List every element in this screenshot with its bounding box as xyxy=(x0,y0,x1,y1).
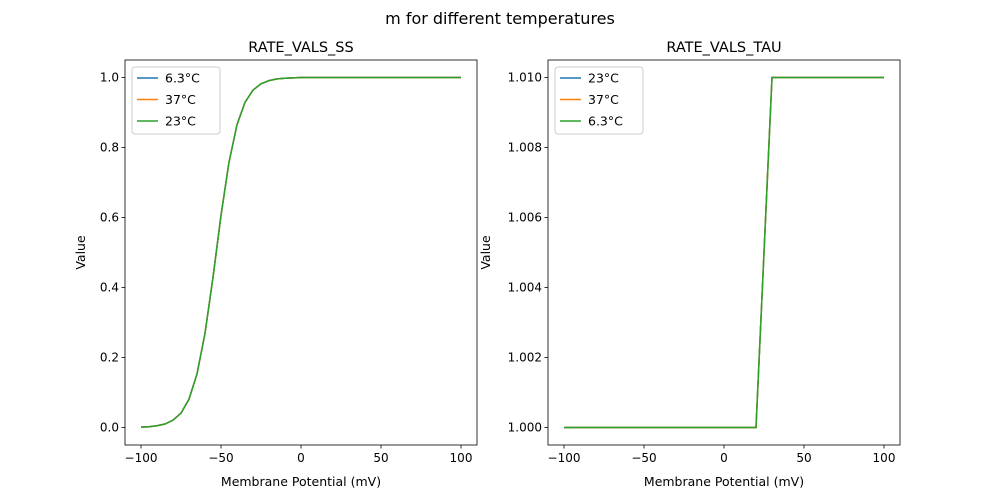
legend-label: 37°C xyxy=(588,92,619,107)
y-tick-label: 0.0 xyxy=(100,421,119,435)
legend: 23°C 37°C 6.3°C xyxy=(554,66,644,135)
legend-label: 23°C xyxy=(588,71,619,86)
y-tick-label: 0.2 xyxy=(100,351,119,365)
subplot-title: RATE_VALS_SS xyxy=(248,40,353,56)
legend-label: 6.3°C xyxy=(588,114,623,129)
x-tick-label: 100 xyxy=(450,451,473,465)
x-axis-label: Membrane Potential (mV) xyxy=(644,474,804,489)
legend-label: 37°C xyxy=(165,92,196,107)
y-tick-label: 1.002 xyxy=(508,351,542,365)
legend-box xyxy=(131,66,221,135)
y-tick-label: 0.8 xyxy=(100,141,119,155)
x-tick-label: 100 xyxy=(873,451,896,465)
x-axis-label: Membrane Potential (mV) xyxy=(221,474,381,489)
x-tick-label: 50 xyxy=(373,451,388,465)
y-tick-label: 1.000 xyxy=(508,421,542,435)
subplot-2: −100 −50 0 50 100 1.000 1.002 1.004 1.006 1.008 1.… xyxy=(478,40,901,489)
x-tick-label: −50 xyxy=(208,451,233,465)
series-line-2 xyxy=(140,76,461,428)
y-tick-label: 1.010 xyxy=(508,71,542,85)
series-line-2 xyxy=(564,76,884,429)
legend-label: 6.3°C xyxy=(165,71,200,86)
y-tick-label: 1.006 xyxy=(508,211,542,225)
x-tick-label: 0 xyxy=(297,451,305,465)
y-tick-label: 1.004 xyxy=(508,281,542,295)
x-tick-label: −100 xyxy=(548,451,581,465)
y-axis-label: Value xyxy=(478,235,493,270)
subplot-1: −100 −50 0 50 100 0.0 0.2 0.4 0.6 0.8 1.0 RATE_VALS… xyxy=(73,40,478,489)
y-tick-label: 1.008 xyxy=(508,141,542,155)
legend: 6.3°C 37°C 23°C xyxy=(131,66,221,135)
x-tick-label: −50 xyxy=(631,451,656,465)
subplot-title: RATE_VALS_TAU xyxy=(666,40,781,56)
legend-label: 23°C xyxy=(165,114,196,129)
y-tick-label: 1.0 xyxy=(100,71,119,85)
x-tick-label: 50 xyxy=(796,451,811,465)
x-tick-label: −100 xyxy=(125,451,158,465)
legend-box xyxy=(554,66,644,135)
y-axis-label: Value xyxy=(73,235,88,270)
y-tick-label: 0.6 xyxy=(100,211,119,225)
x-tick-label: 0 xyxy=(720,451,728,465)
figure-title: m for different temperatures xyxy=(385,9,615,28)
y-tick-label: 0.4 xyxy=(100,281,119,295)
